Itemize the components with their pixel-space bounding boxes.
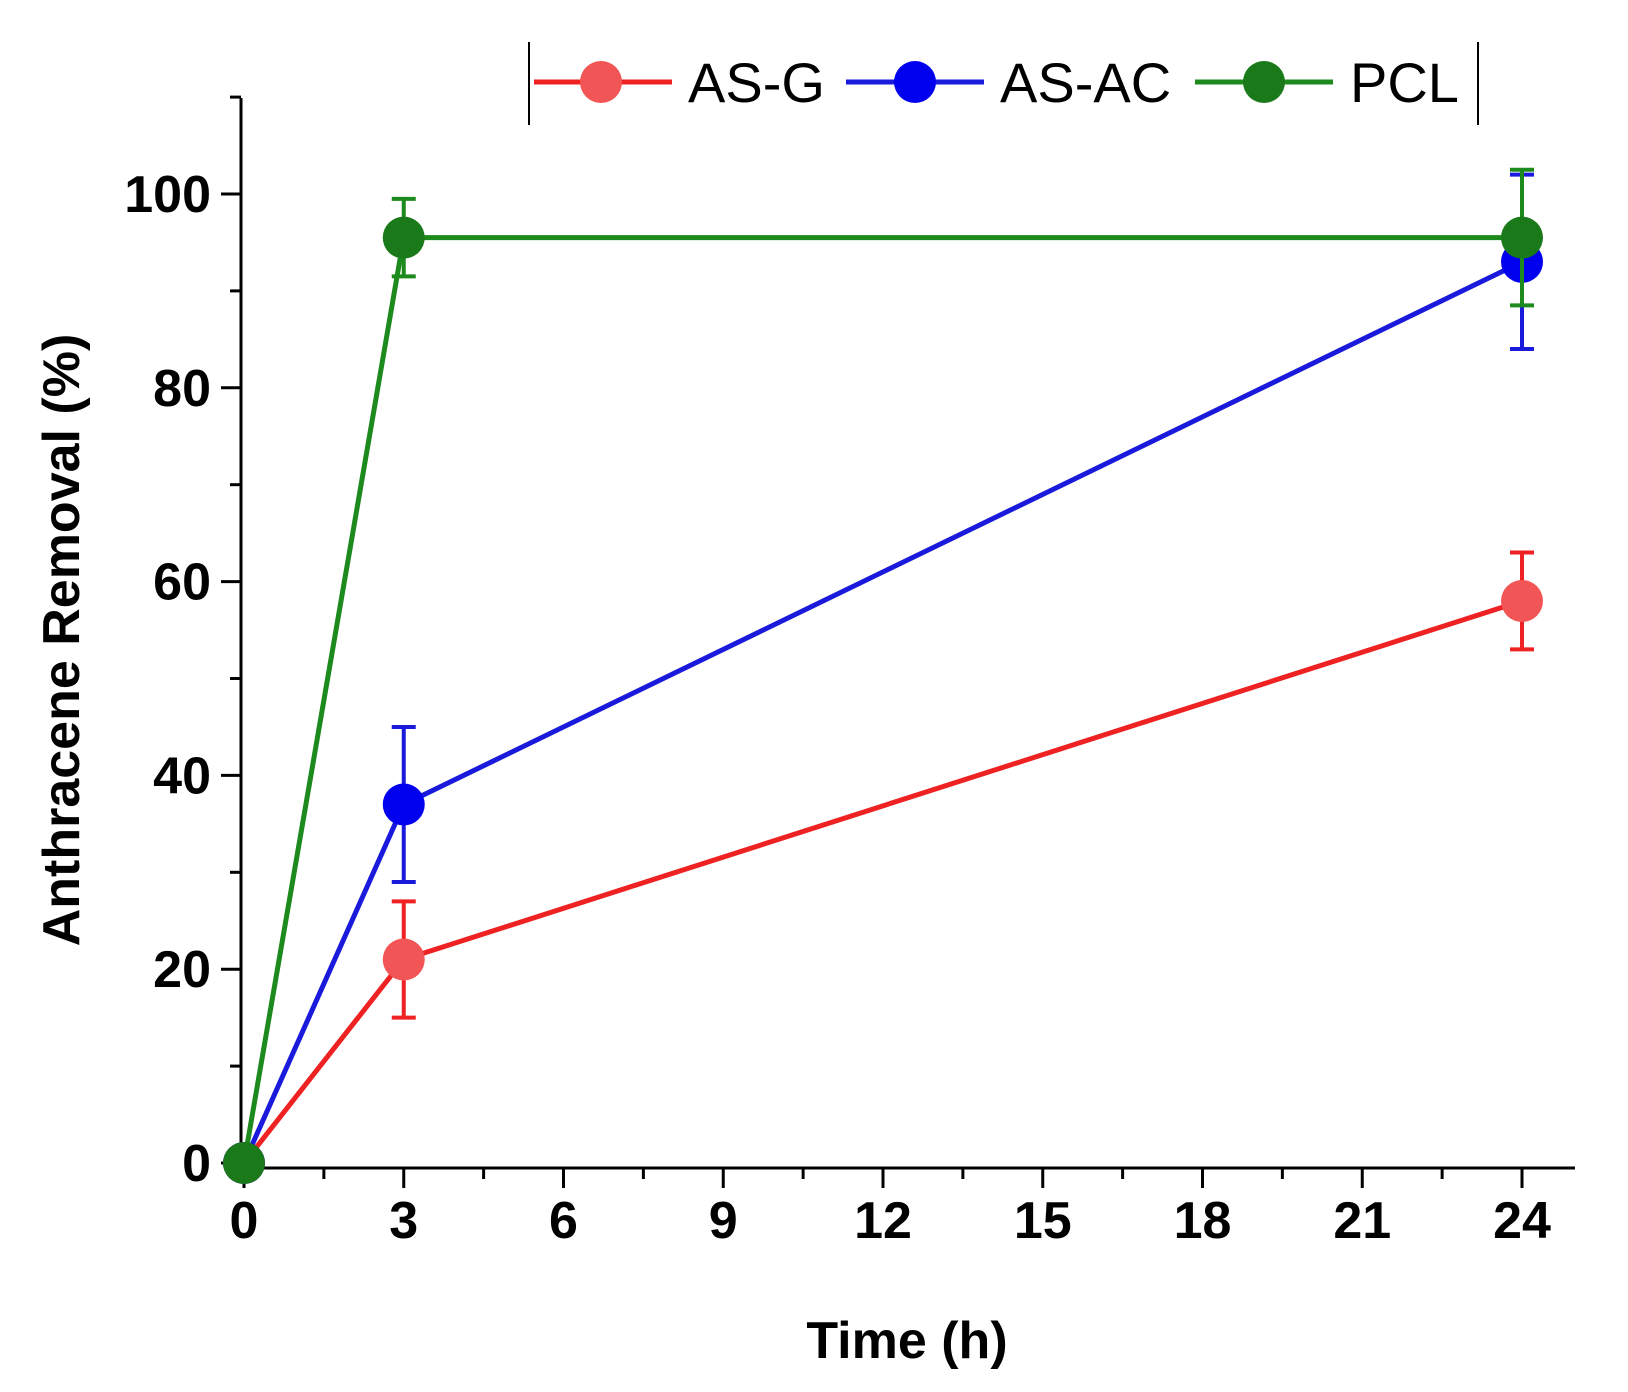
legend-marker-as-g xyxy=(580,61,622,103)
y-tick-label: 40 xyxy=(153,747,211,805)
x-tick-label: 18 xyxy=(1174,1192,1232,1250)
y-tick-label: 60 xyxy=(153,554,211,612)
x-tick-label: 3 xyxy=(389,1192,418,1250)
data-point-as-g xyxy=(382,938,425,981)
x-tick-label: 21 xyxy=(1333,1192,1391,1250)
x-axis-title: Time (h) xyxy=(806,1312,1007,1370)
legend-label-pcl: PCL xyxy=(1350,51,1459,114)
data-point-pcl xyxy=(1501,216,1543,259)
legend: AS-G AS-AC PCL xyxy=(528,42,1479,125)
series-as-ac xyxy=(223,172,1543,1184)
series-pcl xyxy=(223,167,1543,1184)
x-tick-label: 15 xyxy=(1014,1192,1072,1250)
legend-item-as-ac: AS-AC xyxy=(846,51,1171,114)
series-line-as-g xyxy=(242,598,1523,1165)
x-tick-label: 9 xyxy=(709,1192,738,1250)
series-line-pcl xyxy=(241,235,1522,1164)
legend-marker-as-ac xyxy=(894,61,936,103)
series-layer xyxy=(223,167,1543,1184)
y-axis-title: Anthracene Removal (%) xyxy=(33,334,91,947)
series-as-g xyxy=(223,550,1543,1184)
series-line-as-ac xyxy=(241,259,1524,1165)
x-tick-label: 6 xyxy=(549,1192,578,1250)
data-point-pcl xyxy=(223,1142,265,1184)
legend-item-pcl: PCL xyxy=(1195,51,1459,114)
y-tick-label: 80 xyxy=(153,360,211,418)
data-point-as-ac xyxy=(382,783,425,826)
x-tick-label: 0 xyxy=(230,1192,259,1250)
data-point-pcl xyxy=(382,216,425,259)
y-tick-label: 0 xyxy=(182,1135,211,1193)
x-tick-label: 12 xyxy=(854,1192,912,1250)
x-tick-label: 24 xyxy=(1493,1192,1551,1250)
y-tick-label: 100 xyxy=(124,166,211,224)
data-point-as-g xyxy=(1501,579,1543,622)
legend-label-as-g: AS-G xyxy=(688,51,825,114)
axes: 0 20 40 60 80 100 0 3 6 9 12 15 18 21 24 xyxy=(124,95,1575,1250)
legend-marker-pcl xyxy=(1243,61,1285,103)
y-tick-label: 20 xyxy=(153,941,211,999)
legend-label-as-ac: AS-AC xyxy=(1000,51,1171,114)
legend-item-as-g: AS-G xyxy=(534,51,825,114)
